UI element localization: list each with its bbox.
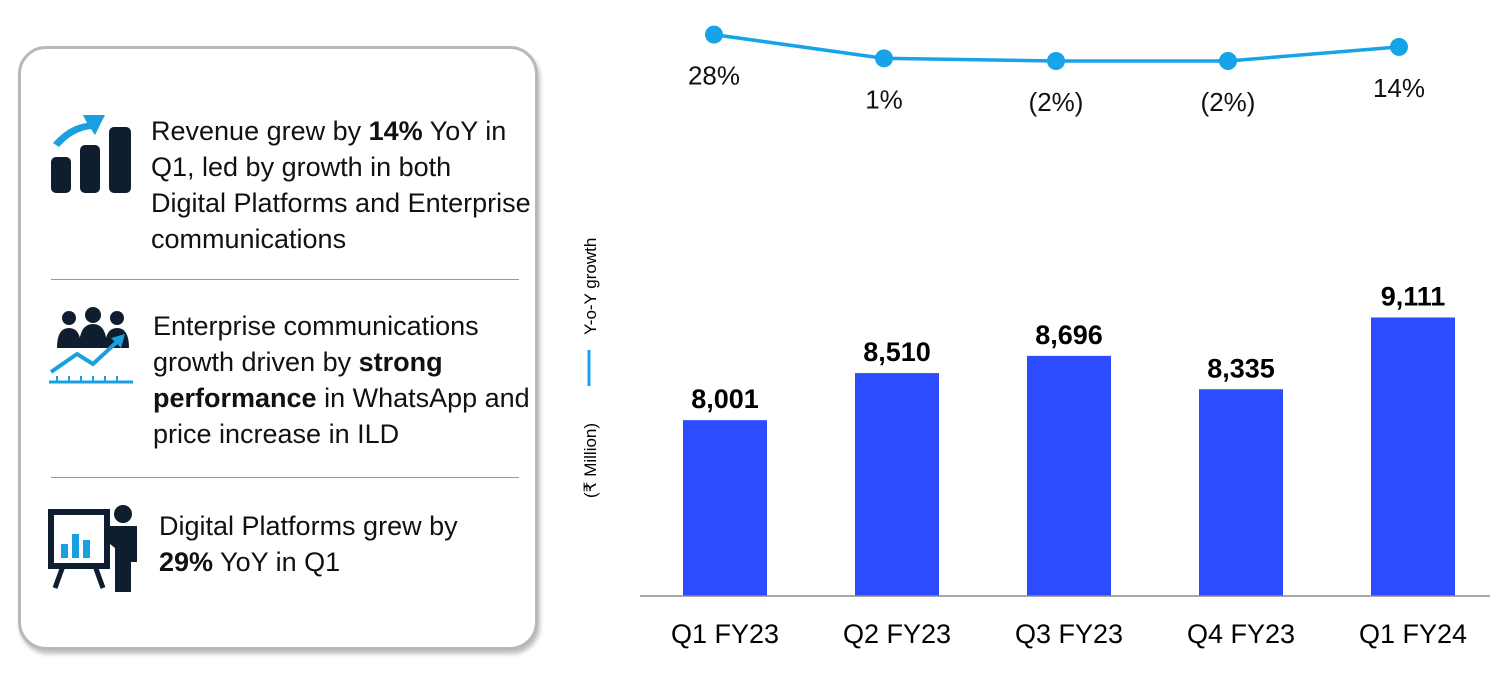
chart-legend: Y-o-Y growth (₹ Million) [581,238,600,498]
bar-1 [683,420,767,596]
growth-point [1047,52,1065,70]
highlight-digital-text: Digital Platforms grew by 29% YoY in Q1 [159,511,458,577]
bar-value-label: 8,696 [1035,320,1103,350]
growth-label: 14% [1373,73,1425,103]
growth-legend-label: Y-o-Y growth [581,238,600,335]
bar-value-label: 8,335 [1207,353,1275,383]
growth-point [1219,52,1237,70]
presentation-icon [48,505,137,592]
divider-2 [51,477,519,478]
growth-point [875,49,893,68]
growth-label: 28% [688,61,740,91]
unit-label: (₹ Million) [581,423,600,498]
growth-label: (2%) [1201,87,1256,117]
highlight-revenue: Revenue grew by 14% YoY in Q1, led by gr… [21,99,535,289]
x-tick-label: Q4 FY23 [1187,619,1295,649]
highlight-digital: Digital Platforms grew by 29% YoY in Q1 [21,494,535,644]
x-tick-label: Q2 FY23 [843,619,951,649]
divider-1 [51,279,519,280]
growth-point [705,25,723,44]
growth-label: 1% [865,84,903,114]
highlight-revenue-text: Revenue grew by 14% YoY in Q1, led by gr… [151,116,531,254]
bars-layer: 8,001 Q1 FY23 8,510 Q2 FY23 8,696 Q3 FY23 8,33… [671,281,1467,649]
highlights-card: Revenue grew by 14% YoY in Q1, led by gr… [18,46,538,650]
bar-value-label: 8,001 [691,384,759,414]
bar-value-label: 8,510 [863,337,931,367]
growth-label: (2%) [1029,87,1084,117]
highlight-enterprise-text: Enterprise communications growth driven … [153,311,530,449]
growth-line-layer: 28% 1% (2%) (2%) 14% [688,25,1425,117]
bar-3 [1027,355,1111,596]
bar-growth-icon [51,115,131,193]
growth-point [1390,37,1408,56]
x-tick-label: Q1 FY24 [1359,619,1467,649]
x-tick-label: Q1 FY23 [671,619,779,649]
bar-value-label: 9,111 [1381,281,1446,311]
bar-4 [1199,389,1283,596]
highlight-enterprise: Enterprise communications growth driven … [21,294,535,484]
x-tick-label: Q3 FY23 [1015,619,1123,649]
bar-5 [1371,317,1455,596]
team-growth-icon [49,307,133,384]
bar-2 [855,373,939,596]
